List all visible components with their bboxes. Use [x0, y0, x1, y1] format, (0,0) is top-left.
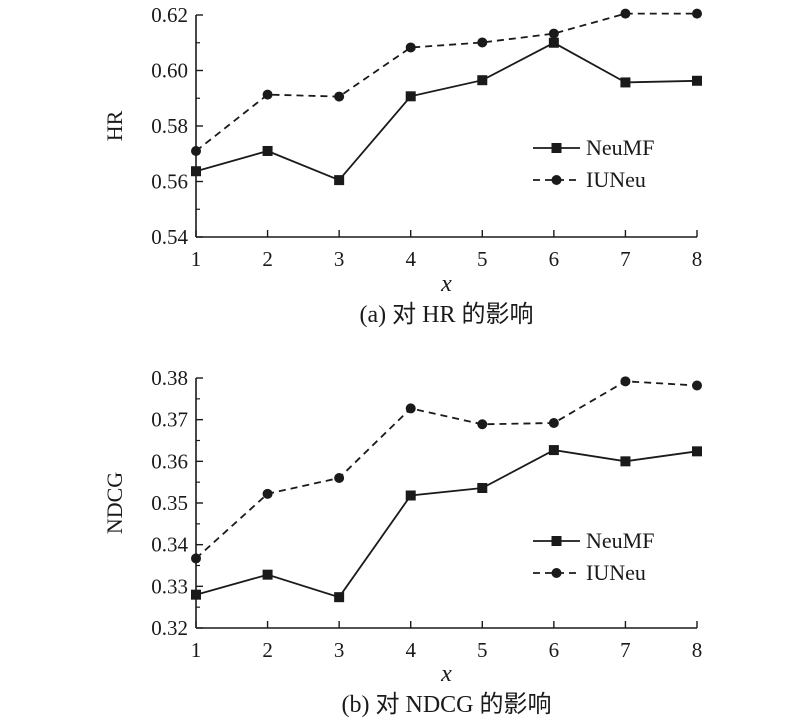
- hr-iuneu-point: [334, 91, 345, 102]
- hr-iuneu-point: [262, 89, 273, 100]
- hr-neumf-point: [405, 91, 416, 102]
- hr-iuneu-point: [692, 8, 702, 19]
- ndcg-iuneu-point: [548, 418, 559, 428]
- hr-x-tick-label: 2: [262, 247, 273, 271]
- hr-neumf-point: [262, 145, 273, 156]
- ndcg-iuneu-point: [620, 376, 631, 387]
- ndcg-neumf-point: [405, 490, 416, 501]
- ndcg-y-tick-label: 0.37: [151, 408, 188, 432]
- ndcg-y-tick-label: 0.38: [151, 366, 188, 390]
- ndcg-neumf-point: [620, 456, 631, 467]
- hr-y-tick-label: 0.54: [151, 225, 188, 249]
- hr-x-tick-label: 3: [334, 247, 345, 271]
- hr-iuneu-point: [620, 8, 631, 19]
- ndcg-y-axis-title: NDCG: [102, 472, 127, 534]
- ndcg-iuneu-point: [191, 553, 201, 564]
- hr-x-axis-title: x: [440, 271, 452, 297]
- hr-neumf-point: [191, 166, 201, 177]
- ndcg-neumf-point: [191, 589, 201, 600]
- ndcg-x-tick-label: 5: [477, 638, 488, 662]
- ndcg-y-tick-label: 0.34: [151, 533, 188, 557]
- hr-legend-neumf-marker: [551, 143, 562, 153]
- hr-x-tick-label: 4: [405, 247, 416, 271]
- ndcg-iuneu-point: [334, 473, 345, 483]
- hr-iuneu-point: [191, 145, 201, 156]
- hr-y-tick-label: 0.60: [151, 59, 188, 83]
- ndcg-legend-neumf-label: NeuMF: [586, 528, 654, 553]
- ndcg-x-tick-label: 2: [262, 638, 273, 662]
- hr-x-tick-label: 8: [692, 247, 703, 271]
- ndcg-iuneu-point: [405, 403, 416, 414]
- hr-x-tick-label: 6: [549, 247, 560, 271]
- ndcg-y-tick-label: 0.35: [151, 491, 188, 515]
- hr-legend-neumf-label: NeuMF: [586, 135, 654, 160]
- ndcg-neumf-point: [692, 446, 702, 457]
- hr-y-tick-label: 0.58: [151, 114, 188, 138]
- hr-neumf-point: [692, 75, 702, 86]
- ndcg-legend-iuneu-marker: [551, 568, 562, 578]
- ndcg-x-tick-label: 8: [692, 638, 703, 662]
- ndcg-x-tick-label: 7: [620, 638, 631, 662]
- ndcg-neumf-point: [262, 569, 273, 580]
- hr-iuneu-point: [405, 42, 416, 53]
- hr-chart: 0.54 0.56 0.58 0.60 0.62 1 2 3 4 5 6 7 8 HR x (a) 对 HR …: [102, 3, 702, 328]
- ndcg-x-axis-title: x: [440, 661, 452, 687]
- ndcg-legend-iuneu-label: IUNeu: [586, 560, 646, 585]
- ndcg-x-tick-label: 3: [334, 638, 345, 662]
- ndcg-neumf-line: [195, 449, 698, 599]
- hr-caption: (a) 对 HR 的影响: [360, 301, 534, 328]
- ndcg-neumf-point: [334, 592, 345, 603]
- ndcg-legend-neumf-marker: [551, 536, 562, 546]
- hr-neumf-point: [334, 175, 345, 186]
- hr-neumf-point: [620, 77, 631, 88]
- hr-x-tick-label: 7: [620, 247, 631, 271]
- ndcg-neumf-point: [477, 483, 488, 493]
- hr-legend-iuneu-label: IUNeu: [586, 167, 646, 192]
- ndcg-y-tick-label: 0.36: [151, 449, 188, 473]
- ndcg-iuneu-line: [195, 380, 698, 560]
- ndcg-y-tick-label: 0.33: [151, 574, 188, 598]
- hr-neumf-point: [477, 75, 488, 86]
- ndcg-x-tick-label: 6: [549, 638, 560, 662]
- hr-iuneu-point: [548, 28, 559, 39]
- hr-legend-iuneu-marker: [551, 175, 562, 185]
- hr-x-tick-label: 1: [191, 247, 202, 271]
- hr-neumf-point: [548, 37, 559, 48]
- ndcg-x-tick-label: 1: [191, 638, 202, 662]
- hr-y-axis-title: HR: [102, 110, 127, 141]
- hr-y-tick-label: 0.56: [151, 170, 188, 194]
- hr-x-tick-label: 5: [477, 247, 488, 271]
- hr-iuneu-point: [477, 37, 488, 48]
- ndcg-iuneu-point: [477, 419, 488, 430]
- ndcg-caption: (b) 对 NDCG 的影响: [342, 691, 552, 718]
- ndcg-neumf-point: [548, 445, 559, 456]
- ndcg-y-tick-label: 0.32: [151, 616, 188, 640]
- ndcg-iuneu-point: [262, 488, 273, 499]
- ndcg-chart: 0.32 0.33 0.34 0.35 0.36 0.37 0.38 1 2 3 4 5 6 7 8 NDCG…: [102, 366, 702, 718]
- ndcg-iuneu-point: [692, 380, 702, 391]
- hr-neumf-line: [195, 41, 698, 182]
- hr-y-tick-label: 0.62: [151, 3, 188, 27]
- ndcg-x-tick-label: 4: [405, 638, 416, 662]
